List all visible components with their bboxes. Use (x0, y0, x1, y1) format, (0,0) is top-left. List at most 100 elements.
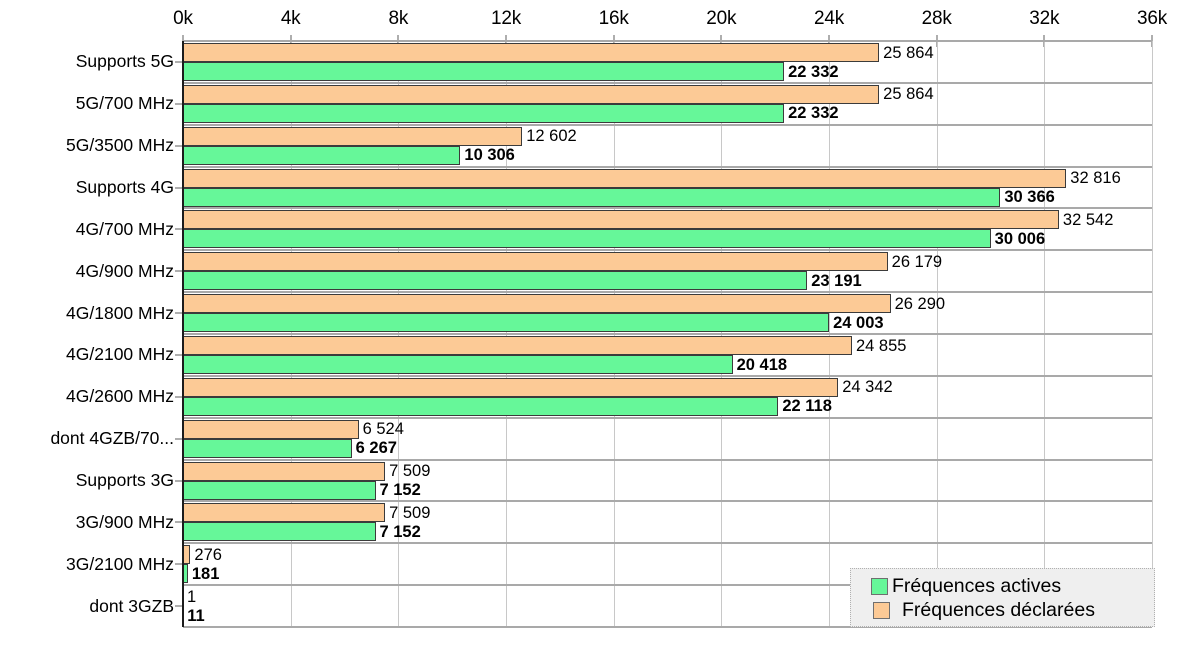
y-tick-mark (175, 353, 183, 356)
y-tick-mark (175, 60, 183, 63)
bar-row: 12 602 10 306 (183, 125, 1152, 167)
declared-bar (183, 336, 852, 355)
active-bar (183, 229, 991, 249)
declared-value-label: 25 864 (883, 85, 934, 104)
horizontal-gridline (183, 207, 1152, 209)
declared-value-label: 32 816 (1070, 168, 1121, 187)
active-value-label: 30 366 (1004, 187, 1055, 206)
horizontal-gridline (183, 626, 1152, 628)
category-label: 4G/2600 MHz (66, 386, 174, 407)
vertical-gridline (1152, 41, 1153, 627)
y-tick-mark (175, 186, 183, 189)
horizontal-gridline (183, 82, 1152, 84)
bar-row: 26 179 23 191 (183, 250, 1152, 292)
x-tick-label: 36k (1136, 8, 1168, 29)
declared-bar (183, 84, 880, 104)
active-bar (183, 62, 785, 81)
active-value-label: 22 332 (788, 104, 839, 123)
active-bar (183, 271, 808, 291)
x-tick-label: 4k (280, 8, 301, 29)
x-tick-label: 32k (1029, 8, 1060, 29)
horizontal-gridline (183, 500, 1152, 502)
declared-frequencies-swatch-icon (873, 601, 890, 619)
bar-row: 276 181 (183, 543, 1152, 585)
declared-bar (183, 461, 386, 481)
active-value-label: 6 267 (355, 438, 397, 457)
y-tick-mark (175, 563, 183, 566)
horizontal-gridline (183, 375, 1152, 377)
active-value-label: 181 (191, 564, 220, 583)
horizontal-gridline (183, 584, 1152, 586)
declared-bar (183, 43, 880, 62)
bar-row: 26 290 24 003 (183, 292, 1152, 334)
declared-value-label: 26 179 (891, 252, 943, 271)
active-value-label: 7 152 (379, 522, 421, 541)
category-label: 4G/2100 MHz (66, 344, 174, 365)
y-tick-mark (175, 437, 183, 440)
active-value-label: 7 152 (379, 480, 421, 499)
active-value-label: 30 006 (994, 229, 1046, 248)
category-label: 4G/900 MHz (75, 260, 174, 281)
category-label: 5G/3500 MHz (66, 135, 174, 156)
category-label: 5G/700 MHz (75, 93, 174, 114)
x-tick-label: 24k (813, 8, 845, 29)
y-tick-mark (175, 395, 183, 398)
declared-value-label: 1 (187, 587, 197, 606)
declared-bar (183, 377, 839, 397)
horizontal-gridline (183, 249, 1152, 251)
declared-value-label: 24 342 (842, 378, 893, 397)
bar-row: 32 816 30 366 (183, 167, 1152, 209)
bar-row: 7 509 7 152 (183, 501, 1152, 543)
category-label: 3G/900 MHz (75, 511, 174, 532)
x-tick-label: 0k (173, 8, 193, 29)
horizontal-gridline (183, 166, 1152, 168)
category-label: 4G/700 MHz (75, 218, 174, 239)
y-axis-line (182, 41, 184, 627)
bar-row: 24 855 20 418 (183, 334, 1152, 376)
category-label: dont 3GZB (89, 595, 174, 616)
bar-row: 6 524 6 267 (183, 418, 1152, 460)
y-tick-mark (175, 102, 183, 105)
active-bar (183, 355, 733, 374)
active-value-label: 24 003 (833, 313, 884, 332)
category-label: dont 4GZB/70... (50, 428, 174, 449)
x-tick-label: 16k (598, 8, 629, 29)
declared-bar (183, 210, 1059, 230)
y-tick-mark (175, 270, 183, 273)
declared-value-label: 12 602 (526, 126, 577, 145)
active-bar (183, 396, 779, 416)
bar-row: 32 542 30 006 (183, 208, 1152, 250)
active-bar (183, 145, 461, 165)
active-value-label: 22 332 (788, 62, 839, 81)
category-label: Supports 3G (75, 469, 174, 490)
bar-row: 25 864 22 332 (183, 41, 1152, 83)
y-tick-mark (175, 479, 183, 482)
declared-bar (183, 252, 888, 272)
active-bar (183, 103, 785, 123)
x-tick-label: 28k (921, 8, 952, 29)
bar-row: 7 509 7 152 (183, 460, 1152, 502)
y-tick-mark (175, 312, 183, 315)
horizontal-gridline (183, 542, 1152, 544)
horizontal-gridline (183, 40, 1152, 42)
declared-value-label: 276 (194, 545, 222, 564)
active-value-label: 10 306 (464, 145, 515, 164)
active-bar (183, 438, 352, 458)
y-tick-mark (175, 144, 183, 147)
horizontal-gridline (183, 333, 1152, 335)
x-tick-label: 8k (388, 8, 409, 29)
y-tick-mark (175, 605, 183, 608)
active-value-label: 22 118 (782, 397, 832, 416)
declared-bar (183, 294, 891, 314)
active-value-label: 20 418 (736, 355, 788, 374)
category-label: Supports 5G (75, 51, 174, 72)
legend-label-actives: Fréquences actives (892, 574, 1062, 597)
active-bar (183, 522, 376, 542)
bar-row: 1 11 (183, 585, 1152, 627)
x-tick-label: 12k (490, 8, 522, 29)
declared-value-label: 26 290 (894, 294, 946, 313)
active-bar (183, 480, 376, 500)
y-tick-mark (175, 228, 183, 231)
active-value-label: 23 191 (811, 271, 862, 290)
